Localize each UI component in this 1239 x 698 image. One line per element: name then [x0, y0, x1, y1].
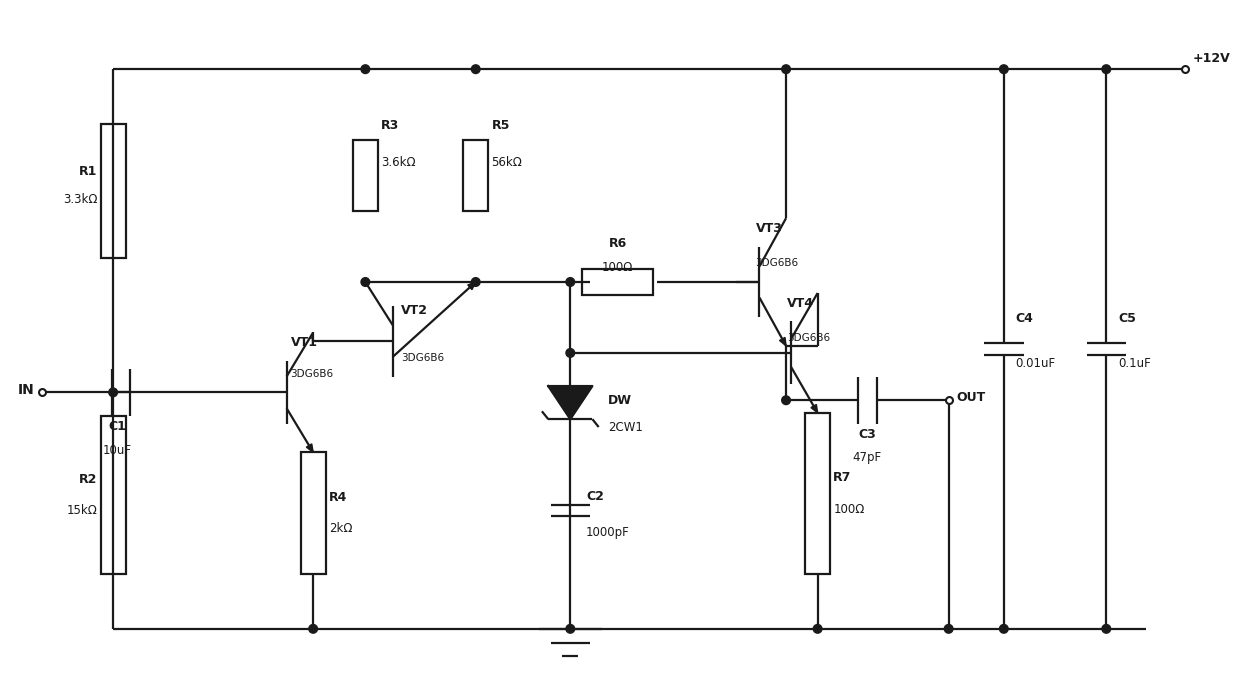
Circle shape [471, 278, 479, 286]
Text: R6: R6 [608, 237, 627, 251]
Text: 3DG6B6: 3DG6B6 [401, 353, 444, 363]
Text: R2: R2 [79, 473, 98, 486]
Text: C2: C2 [586, 490, 603, 503]
Text: R1: R1 [79, 165, 98, 178]
Text: R4: R4 [328, 491, 347, 504]
Text: 0.1uF: 0.1uF [1118, 357, 1151, 370]
Polygon shape [468, 282, 476, 290]
Text: 3.3kΩ: 3.3kΩ [63, 193, 98, 206]
Text: 3.6kΩ: 3.6kΩ [382, 156, 416, 169]
Circle shape [1000, 65, 1009, 73]
Text: VT1: VT1 [290, 336, 317, 349]
Circle shape [1101, 625, 1110, 633]
Text: VT3: VT3 [756, 222, 782, 235]
Bar [100, 124, 125, 258]
Circle shape [361, 278, 369, 286]
Text: R7: R7 [834, 471, 851, 484]
Bar [582, 269, 653, 295]
Circle shape [1000, 625, 1009, 633]
Bar [301, 452, 326, 574]
Text: R3: R3 [382, 119, 399, 132]
Text: 2CW1: 2CW1 [608, 422, 643, 434]
Text: VT4: VT4 [787, 297, 814, 310]
Text: IN: IN [17, 383, 35, 397]
Text: 3DG6B6: 3DG6B6 [787, 333, 830, 343]
Text: 47pF: 47pF [852, 452, 882, 464]
Circle shape [944, 625, 953, 633]
Text: C5: C5 [1118, 312, 1136, 325]
Circle shape [361, 65, 369, 73]
Text: 15kΩ: 15kΩ [67, 504, 98, 517]
Circle shape [471, 65, 479, 73]
Circle shape [566, 348, 575, 357]
Text: 100Ω: 100Ω [602, 261, 633, 274]
Text: 10uF: 10uF [103, 444, 131, 456]
Text: OUT: OUT [957, 392, 986, 404]
Circle shape [782, 396, 790, 405]
Text: 3DG6B6: 3DG6B6 [290, 369, 333, 379]
Circle shape [566, 625, 575, 633]
Polygon shape [779, 337, 786, 346]
Text: 1000pF: 1000pF [586, 526, 629, 540]
Circle shape [109, 388, 118, 396]
Bar [805, 413, 830, 574]
Text: C3: C3 [859, 428, 876, 441]
Polygon shape [812, 404, 818, 413]
Bar [463, 140, 488, 211]
Polygon shape [548, 386, 592, 419]
Circle shape [1101, 65, 1110, 73]
Text: 56kΩ: 56kΩ [492, 156, 523, 169]
Bar [353, 140, 378, 211]
Text: 100Ω: 100Ω [834, 503, 865, 516]
Text: 0.01uF: 0.01uF [1016, 357, 1056, 370]
Circle shape [782, 65, 790, 73]
Text: 2kΩ: 2kΩ [328, 522, 352, 535]
Text: 3DG6B6: 3DG6B6 [756, 258, 799, 268]
Text: +12V: +12V [1193, 52, 1230, 65]
Circle shape [309, 625, 317, 633]
Polygon shape [306, 444, 313, 452]
Bar [100, 416, 125, 574]
Circle shape [813, 625, 821, 633]
Text: C1: C1 [108, 420, 126, 433]
Text: C4: C4 [1016, 312, 1033, 325]
Circle shape [566, 278, 575, 286]
Text: DW: DW [608, 394, 632, 407]
Text: R5: R5 [492, 119, 510, 132]
Text: VT2: VT2 [401, 304, 427, 318]
